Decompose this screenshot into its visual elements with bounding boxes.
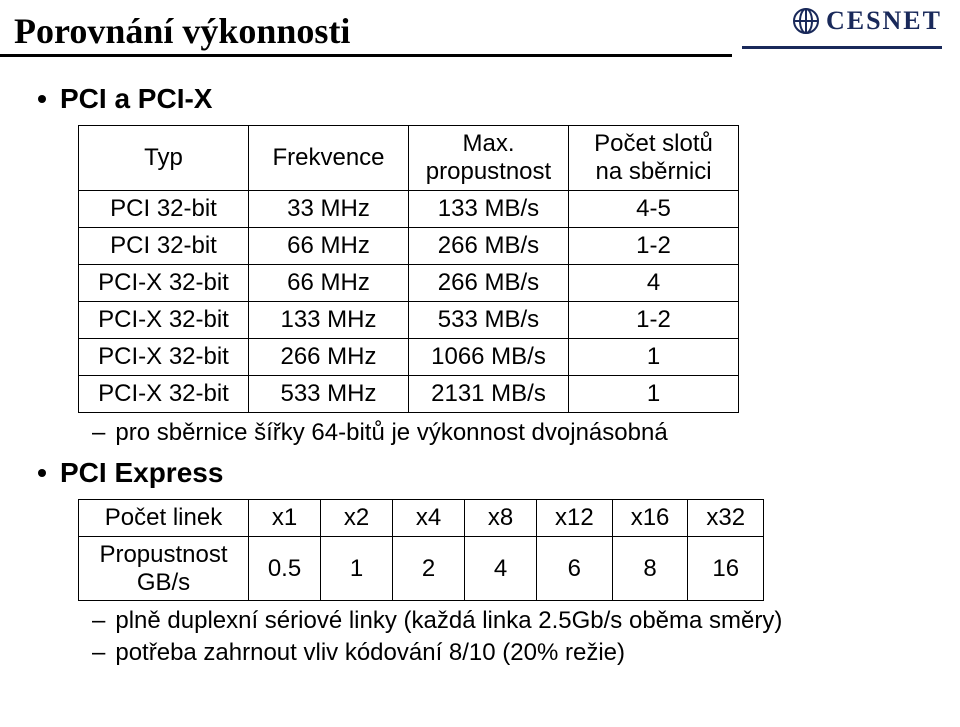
cell: x32 (688, 500, 764, 537)
section-heading-express: PCI Express (38, 457, 922, 489)
cell-type: PCI-X 32-bit (79, 376, 249, 413)
table-row: PCI 32-bit 66 MHz 266 MB/s 1-2 (79, 228, 739, 265)
cell-slots: 4-5 (569, 191, 739, 228)
cell: x12 (537, 500, 613, 537)
bullet-icon (38, 469, 46, 477)
dash-icon: – (92, 639, 105, 667)
table-header-row: Typ Frekvence Max. propustnost Počet slo… (79, 126, 739, 191)
table-row: PCI-X 32-bit 133 MHz 533 MB/s 1-2 (79, 302, 739, 339)
row-label-throughput: Propustnost GB/s (79, 537, 249, 601)
cell-type: PCI-X 32-bit (79, 339, 249, 376)
cell-freq: 533 MHz (249, 376, 409, 413)
col-slots-l2: na sběrnici (595, 158, 711, 185)
table-row: PCI-X 32-bit 533 MHz 2131 MB/s 1 (79, 376, 739, 413)
cell-slots: 1 (569, 376, 739, 413)
cell: 4 (465, 537, 537, 601)
dash-icon: – (92, 607, 105, 635)
cell-slots: 1-2 (569, 228, 739, 265)
brand-logo: CESNET (792, 6, 942, 36)
col-slots: Počet slotů na sběrnici (569, 126, 739, 191)
cell-max: 1066 MB/s (409, 339, 569, 376)
col-type: Typ (79, 126, 249, 191)
section1-title: PCI a PCI-X (60, 83, 212, 115)
cell-freq: 266 MHz (249, 339, 409, 376)
col-max: Max. propustnost (409, 126, 569, 191)
cell: 6 (537, 537, 613, 601)
cell-type: PCI 32-bit (79, 191, 249, 228)
cell: x16 (612, 500, 688, 537)
section1-note-text: pro sběrnice šířky 64-bitů je výkonnost … (115, 419, 667, 447)
table-row: Propustnost GB/s 0.5 1 2 4 6 8 16 (79, 537, 764, 601)
cell: 8 (612, 537, 688, 601)
cell-max: 533 MB/s (409, 302, 569, 339)
throughput-l1: Propustnost (99, 541, 227, 568)
pci-table: Typ Frekvence Max. propustnost Počet slo… (78, 125, 739, 413)
cell-type: PCI-X 32-bit (79, 265, 249, 302)
page-title: Porovnání výkonnosti (0, 0, 732, 57)
row-label-links: Počet linek (79, 500, 249, 537)
cell: x8 (465, 500, 537, 537)
dash-icon: – (92, 419, 105, 447)
globe-icon (792, 7, 820, 35)
cell-slots: 1-2 (569, 302, 739, 339)
cell: 2 (393, 537, 465, 601)
section2-title: PCI Express (60, 457, 223, 489)
col-slots-l1: Počet slotů (594, 130, 713, 157)
table-row: PCI-X 32-bit 66 MHz 266 MB/s 4 (79, 265, 739, 302)
section-heading-pci: PCI a PCI-X (38, 83, 922, 115)
cell-slots: 4 (569, 265, 739, 302)
cell: x4 (393, 500, 465, 537)
brand-rule (742, 46, 942, 49)
table-row: PCI-X 32-bit 266 MHz 1066 MB/s 1 (79, 339, 739, 376)
cell: 0.5 (249, 537, 321, 601)
cell-max: 266 MB/s (409, 265, 569, 302)
cell-freq: 66 MHz (249, 265, 409, 302)
section2-note1-text: plně duplexní sériové linky (každá linka… (115, 607, 782, 635)
cell: x2 (321, 500, 393, 537)
cell: 1 (321, 537, 393, 601)
brand-name: CESNET (826, 6, 942, 36)
cell-max: 133 MB/s (409, 191, 569, 228)
table-row: PCI 32-bit 33 MHz 133 MB/s 4-5 (79, 191, 739, 228)
section2-note2-text: potřeba zahrnout vliv kódování 8/10 (20%… (115, 639, 625, 667)
cell-freq: 66 MHz (249, 228, 409, 265)
cell: x1 (249, 500, 321, 537)
bullet-icon (38, 95, 46, 103)
cell-slots: 1 (569, 339, 739, 376)
col-freq: Frekvence (249, 126, 409, 191)
cell-type: PCI 32-bit (79, 228, 249, 265)
cell: 16 (688, 537, 764, 601)
throughput-l2: GB/s (137, 569, 190, 596)
section2-note-1: – plně duplexní sériové linky (každá lin… (92, 607, 922, 635)
cell-max: 2131 MB/s (409, 376, 569, 413)
express-table: Počet linek x1 x2 x4 x8 x12 x16 x32 Prop… (78, 499, 764, 601)
cell-freq: 33 MHz (249, 191, 409, 228)
section2-note-2: – potřeba zahrnout vliv kódování 8/10 (2… (92, 639, 922, 667)
table-row: Počet linek x1 x2 x4 x8 x12 x16 x32 (79, 500, 764, 537)
section1-note: – pro sběrnice šířky 64-bitů je výkonnos… (92, 419, 922, 447)
cell-type: PCI-X 32-bit (79, 302, 249, 339)
cell-freq: 133 MHz (249, 302, 409, 339)
cell-max: 266 MB/s (409, 228, 569, 265)
